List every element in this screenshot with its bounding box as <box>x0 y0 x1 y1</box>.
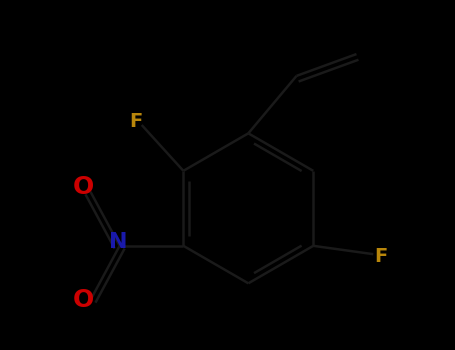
Text: O: O <box>73 175 95 199</box>
Text: F: F <box>374 247 387 266</box>
Text: O: O <box>73 288 95 312</box>
Text: F: F <box>129 112 142 131</box>
Text: N: N <box>109 232 127 252</box>
